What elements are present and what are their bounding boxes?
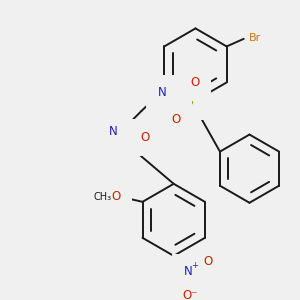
Text: O⁻: O⁻ [182,289,197,300]
Text: N: N [158,86,167,99]
Text: S: S [185,95,193,108]
Text: O: O [111,190,121,202]
Text: H: H [100,122,107,132]
Text: O: O [190,76,199,89]
Text: CH₃: CH₃ [94,192,112,202]
Text: O: O [141,131,150,144]
Text: O: O [171,113,180,126]
Text: O: O [203,255,212,268]
Text: Br: Br [249,33,261,43]
Text: +: + [191,261,198,270]
Text: N: N [109,125,118,138]
Text: N: N [184,266,192,278]
